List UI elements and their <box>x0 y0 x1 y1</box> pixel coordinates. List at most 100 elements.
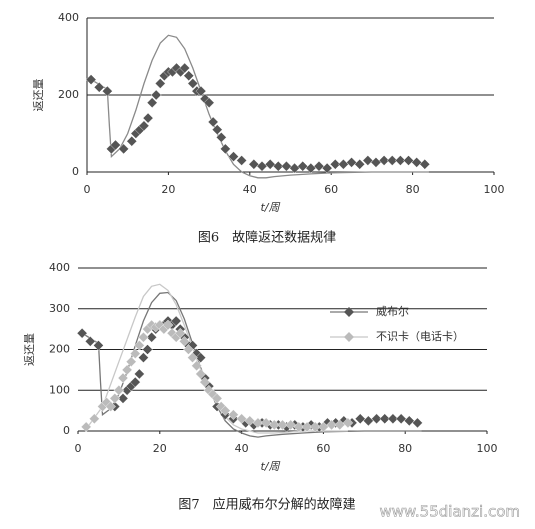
data-point <box>412 417 423 429</box>
data-point <box>183 70 195 82</box>
data-point <box>281 160 292 172</box>
data-point <box>174 327 186 339</box>
data-point <box>419 159 431 170</box>
data-point <box>216 132 227 143</box>
x-tick-label: 100 <box>477 442 498 455</box>
data-point <box>179 336 190 347</box>
data-point <box>121 364 133 376</box>
data-point <box>146 331 157 343</box>
data-point <box>80 421 92 433</box>
data-point <box>126 135 138 147</box>
data-point <box>404 415 415 427</box>
data-point <box>386 155 398 166</box>
data-point <box>84 336 96 347</box>
data-point <box>403 155 414 166</box>
x-tick-label: 0 <box>75 442 82 455</box>
data-point <box>142 112 154 124</box>
data-point <box>183 344 194 355</box>
data-point <box>146 97 158 108</box>
y-tick-label: 0 <box>63 424 70 437</box>
legend-marker <box>344 332 354 342</box>
data-point <box>199 376 211 388</box>
y-tick-label: 400 <box>58 11 79 24</box>
data-point <box>154 78 166 89</box>
data-point <box>228 409 239 420</box>
x-tick-label: 20 <box>161 183 175 196</box>
data-point <box>187 78 199 89</box>
x-tick-label: 40 <box>243 183 257 196</box>
data-point <box>248 159 260 170</box>
data-point <box>179 62 190 74</box>
data-point <box>236 155 247 166</box>
legend-label: 不识卡（电话卡） <box>376 330 464 343</box>
data-point <box>117 372 129 384</box>
data-point <box>244 415 256 427</box>
data-point <box>321 162 333 174</box>
data-point <box>162 319 174 331</box>
legend-label: 威布尔 <box>376 305 409 318</box>
data-point <box>113 384 125 396</box>
data-point <box>301 421 313 433</box>
x-tick-label: 0 <box>84 183 91 196</box>
data-point <box>105 401 117 412</box>
y-axis-label: 返还量 <box>32 79 45 112</box>
x-tick-label: 80 <box>398 442 412 455</box>
data-point <box>76 327 88 339</box>
data-point <box>277 419 288 431</box>
data-point <box>354 413 366 425</box>
data-point <box>346 157 357 168</box>
data-point <box>138 120 150 132</box>
x-tick-label: 20 <box>153 442 167 455</box>
data-point <box>342 417 354 429</box>
x-axis-label: t/周 <box>260 460 280 473</box>
data-point <box>329 159 341 170</box>
data-point <box>191 360 202 372</box>
data-point <box>89 413 100 425</box>
data-point <box>110 139 121 151</box>
data-point <box>236 413 247 425</box>
y-tick-label: 0 <box>72 165 79 178</box>
data-point <box>93 340 104 351</box>
x-tick-label: 60 <box>316 442 330 455</box>
x-tick-label: 80 <box>406 183 420 196</box>
data-point <box>85 74 97 85</box>
data-point <box>138 352 149 363</box>
data-point <box>395 155 406 166</box>
y-tick-label: 200 <box>58 88 79 101</box>
data-point <box>228 151 239 162</box>
data-point <box>129 348 141 359</box>
data-point <box>309 421 321 433</box>
data-point <box>252 417 264 429</box>
chart-title: 图6 故障返还数据规律 <box>198 231 336 246</box>
data-point <box>273 160 284 172</box>
data-point <box>117 393 129 404</box>
data-point <box>138 331 149 343</box>
x-axis-label: t/周 <box>260 201 280 214</box>
data-point <box>285 419 296 431</box>
data-point <box>129 376 141 388</box>
data-point <box>102 85 113 97</box>
data-point <box>207 116 219 128</box>
data-point <box>211 124 223 135</box>
data-point <box>134 368 145 380</box>
data-point <box>362 155 374 166</box>
data-point <box>354 159 365 170</box>
data-point <box>109 393 121 404</box>
watermark: www.55dianzi.com <box>379 503 520 521</box>
x-tick-label: 60 <box>324 183 338 196</box>
data-point <box>93 82 105 93</box>
data-point <box>387 413 399 425</box>
data-point <box>125 356 137 368</box>
data-point <box>220 143 231 155</box>
y-tick-label: 400 <box>49 261 70 274</box>
chart-title: 图7 应用威布尔分解的故障建 <box>178 497 355 513</box>
y-tick-label: 100 <box>49 383 70 396</box>
data-point <box>371 413 382 425</box>
data-point <box>313 160 325 172</box>
data-point <box>211 393 223 404</box>
data-point <box>219 405 231 416</box>
data-point <box>260 417 272 429</box>
data-point <box>203 97 215 108</box>
